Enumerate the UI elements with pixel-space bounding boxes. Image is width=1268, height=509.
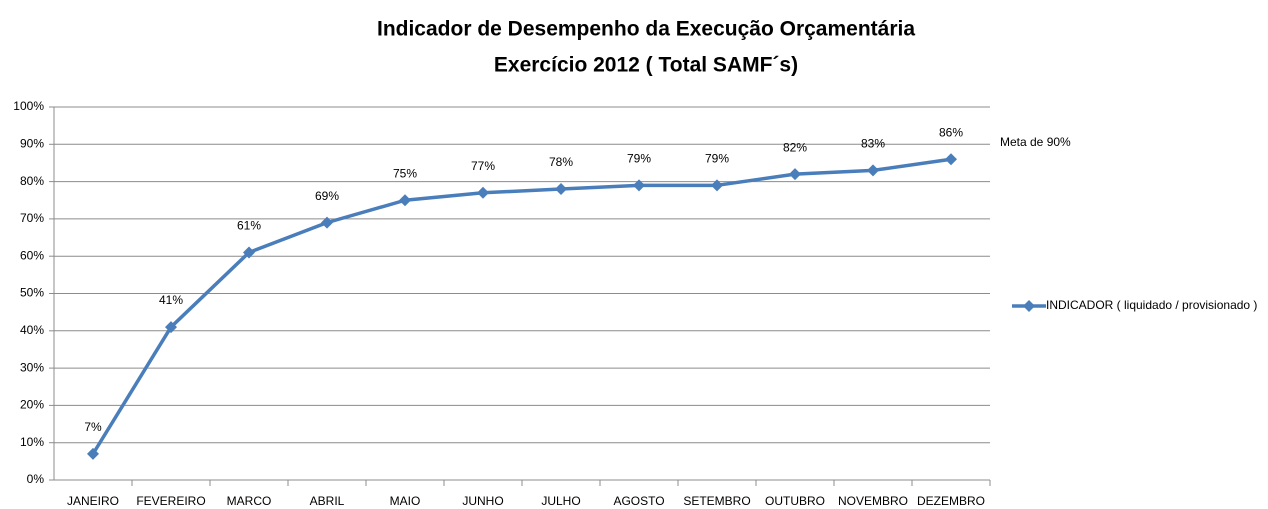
line: [91, 157, 952, 455]
marker: [867, 164, 879, 177]
y-tick-label: 90%: [20, 136, 44, 150]
data-label: 7%: [84, 420, 102, 434]
x-tick-label: OUTUBRO: [765, 494, 825, 508]
marker: [477, 186, 489, 199]
y-tick-label: 40%: [20, 323, 44, 337]
x-tick-label: MARCO: [227, 494, 272, 508]
marker: [321, 216, 333, 229]
x-tick-label: ABRIL: [310, 494, 345, 508]
x-tick-label: FEVEREIRO: [136, 494, 205, 508]
x-tick-label: JULHO: [541, 494, 580, 508]
data-label: 82%: [783, 140, 807, 154]
data-label: 79%: [705, 152, 729, 166]
chart-title: Indicador de Desempenho da Execução Orça…: [377, 18, 915, 41]
marker: [711, 179, 723, 192]
marker: [633, 179, 645, 192]
y-tick-label: 60%: [20, 248, 44, 262]
data-label: 78%: [549, 155, 573, 169]
data-label: 41%: [159, 293, 183, 307]
chart-subtitle: Exercício 2012 ( Total SAMF´s): [494, 54, 798, 77]
y-tick-label: 70%: [20, 211, 44, 225]
legend-marker: [1023, 300, 1035, 312]
marker: [87, 447, 99, 460]
x-tick-label: MAIO: [390, 494, 421, 508]
annotation: Meta de 90%: [1000, 135, 1071, 149]
x-tick-label: SETEMBRO: [683, 494, 750, 508]
marker: [165, 321, 177, 334]
y-tick-label: 100%: [13, 99, 44, 113]
marker: [789, 168, 801, 181]
y-tick-label: 0%: [27, 472, 45, 486]
x-tick-label: NOVEMBRO: [838, 494, 908, 508]
marker: [555, 183, 567, 196]
data-label: 79%: [627, 152, 651, 166]
y-tick-label: 20%: [20, 398, 44, 412]
x-tick-label: AGOSTO: [613, 494, 664, 508]
x-tick-label: JANEIRO: [67, 494, 119, 508]
data-label: 61%: [237, 219, 261, 233]
data-label: 83%: [861, 137, 885, 151]
y-tick-label: 80%: [20, 174, 44, 188]
x-tick-label: DEZEMBRO: [917, 494, 985, 508]
data-label: 77%: [471, 159, 495, 173]
data-label: 69%: [315, 189, 339, 203]
y-tick-label: 30%: [20, 360, 44, 374]
data-label: 75%: [393, 166, 417, 180]
marker: [399, 194, 411, 207]
y-tick-label: 10%: [20, 435, 44, 449]
marker: [243, 246, 255, 259]
legend-label: INDICADOR ( liquidado / provisionado ): [1046, 298, 1257, 312]
data-label: 86%: [939, 125, 963, 139]
x-tick-label: JUNHO: [462, 494, 503, 508]
y-tick-label: 50%: [20, 286, 44, 300]
marker: [945, 153, 957, 166]
